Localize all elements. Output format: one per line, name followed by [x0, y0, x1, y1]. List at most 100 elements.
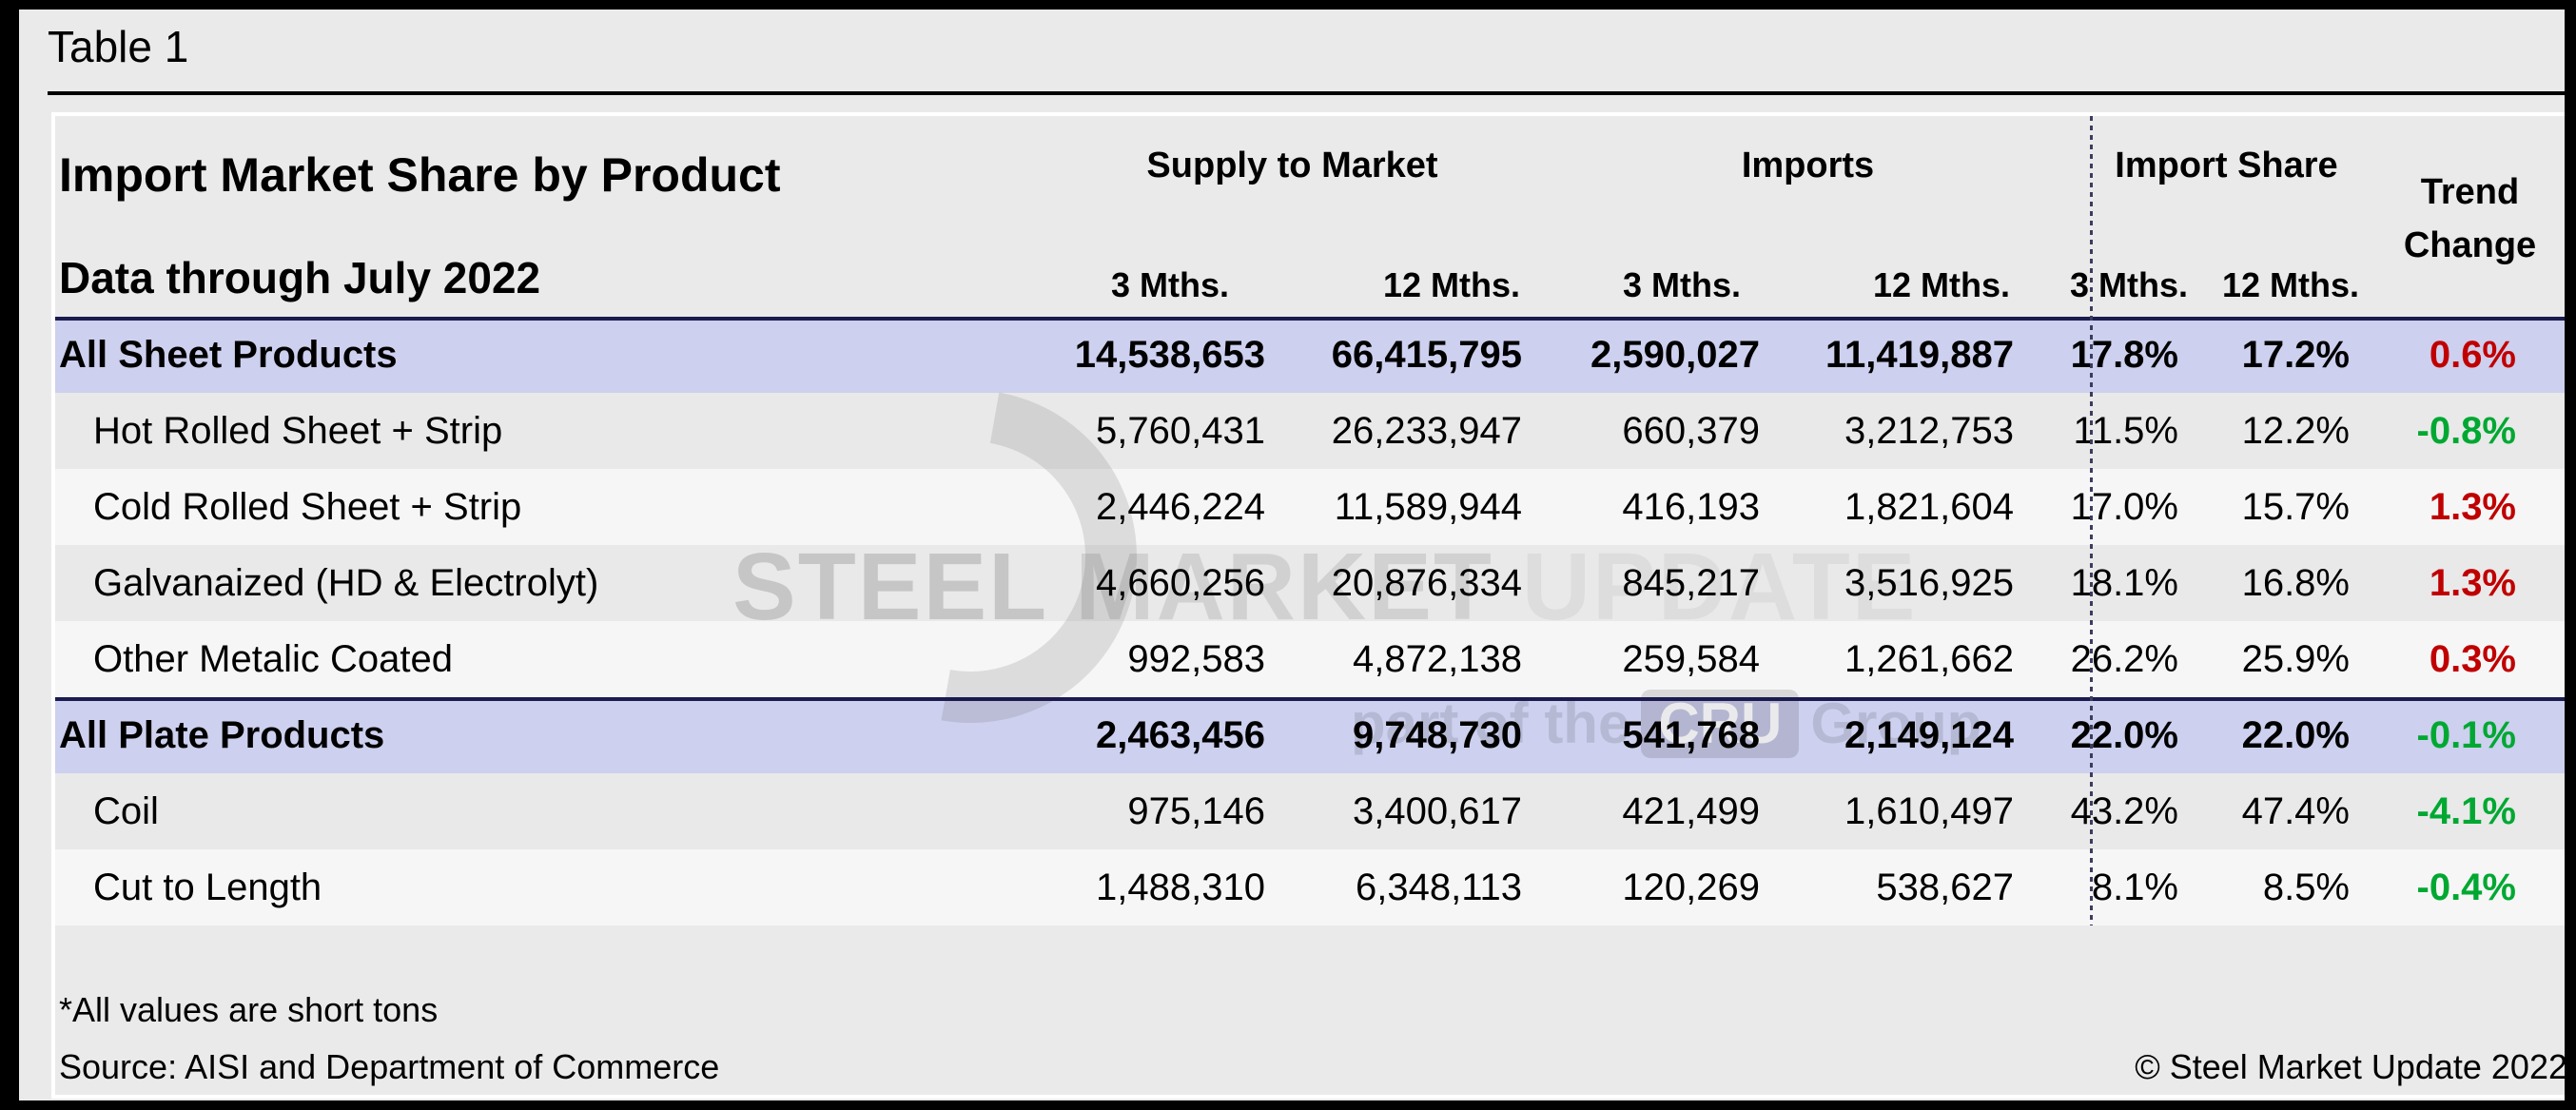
share-12mths-value: 25.9%	[2241, 638, 2350, 680]
supply-12mths-value: 9,748,730	[1353, 714, 1522, 756]
share-12mths-cell: 15.7%	[2194, 469, 2365, 545]
copyright-note: © Steel Market Update 2022	[2135, 1047, 2567, 1086]
imports-12mths-cell: 3,516,925	[1800, 545, 2054, 621]
imports-12mths-cell: 3,212,753	[1800, 393, 2054, 469]
trend-change-value: 1.3%	[2429, 486, 2516, 528]
imports-12mths-value: 538,627	[1876, 867, 2014, 908]
supply-12mths-cell: 11,589,944	[1305, 469, 1562, 545]
share-12mths-value: 15.7%	[2241, 486, 2350, 528]
supply-3mths-cell: 5,760,431	[970, 393, 1305, 469]
column-group-supply: Supply to Market	[1146, 146, 1438, 185]
source-note: Source: AISI and Department of Commerce	[59, 1047, 720, 1086]
table-title: Import Market Share by Product	[59, 147, 781, 202]
supply-3mths-value: 992,583	[1127, 638, 1265, 680]
trend-change-cell: -4.1%	[2365, 773, 2565, 849]
imports-3mths-cell: 120,269	[1562, 849, 1800, 925]
row-label-cell: Hot Rolled Sheet + Strip	[55, 393, 970, 469]
share-12mths-value: 17.2%	[2241, 334, 2350, 376]
imports-12mths-value: 11,419,887	[1825, 334, 2014, 376]
share-12mths-value: 8.5%	[2262, 867, 2350, 908]
supply-12mths-value: 6,348,113	[1356, 867, 1522, 908]
supply-3mths-value: 1,488,310	[1096, 867, 1265, 908]
supply-12mths-value: 4,872,138	[1353, 638, 1522, 680]
import-share-table: STEEL MARKET UPDATE part of theCRUGroup …	[51, 112, 2567, 1099]
share-12mths-value: 47.4%	[2241, 790, 2350, 832]
column-group-imports: Imports	[1741, 146, 1875, 185]
share-3mths-value: 26.2%	[2070, 638, 2178, 680]
subheader-imports-3mths: 3 Mths.	[1622, 265, 1741, 304]
supply-3mths-value: 5,760,431	[1096, 410, 1265, 452]
section-rule-plate	[55, 697, 2565, 701]
share-3mths-cell: 11.5%	[2054, 393, 2194, 469]
share-12mths-value: 12.2%	[2241, 410, 2350, 452]
supply-12mths-cell: 20,876,334	[1305, 545, 1562, 621]
trend-change-cell: 0.6%	[2365, 317, 2565, 393]
title-rule	[48, 91, 2565, 95]
share-3mths-cell: 22.0%	[2054, 697, 2194, 773]
row-label-cell: Other Metalic Coated	[55, 621, 970, 697]
imports-12mths-cell: 1,261,662	[1800, 621, 2054, 697]
trend-change-cell: -0.1%	[2365, 697, 2565, 773]
supply-3mths-value: 2,446,224	[1096, 486, 1265, 528]
trend-change-cell: 0.3%	[2365, 621, 2565, 697]
footnote: *All values are short tons	[59, 990, 439, 1029]
imports-3mths-cell: 416,193	[1562, 469, 1800, 545]
trend-change-value: 0.6%	[2429, 334, 2516, 376]
share-3mths-value: 8.1%	[2091, 867, 2178, 908]
imports-3mths-value: 845,217	[1622, 562, 1760, 604]
supply-3mths-value: 975,146	[1127, 790, 1265, 832]
supply-3mths-cell: 975,146	[970, 773, 1305, 849]
imports-12mths-cell: 11,419,887	[1800, 317, 2054, 393]
supply-3mths-value: 2,463,456	[1096, 714, 1265, 756]
subheader-supply-12mths: 12 Mths.	[1382, 265, 1520, 304]
imports-12mths-value: 3,516,925	[1844, 562, 2014, 604]
supply-12mths-value: 11,589,944	[1334, 486, 1522, 528]
imports-3mths-cell: 2,590,027	[1562, 317, 1800, 393]
row-label: Cut to Length	[93, 867, 322, 908]
supply-3mths-cell: 1,488,310	[970, 849, 1305, 925]
imports-3mths-cell: 660,379	[1562, 393, 1800, 469]
imports-3mths-value: 416,193	[1622, 486, 1760, 528]
imports-3mths-value: 541,768	[1622, 714, 1760, 756]
share-3mths-value: 18.1%	[2070, 562, 2178, 604]
supply-12mths-cell: 3,400,617	[1305, 773, 1562, 849]
trend-change-cell: -0.4%	[2365, 849, 2565, 925]
share-12mths-cell: 22.0%	[2194, 697, 2365, 773]
imports-3mths-cell: 541,768	[1562, 697, 1800, 773]
imports-12mths-value: 1,261,662	[1844, 638, 2014, 680]
section-rule-sheet	[55, 317, 2565, 321]
row-label: Cold Rolled Sheet + Strip	[93, 486, 522, 528]
trend-change-cell: 1.3%	[2365, 545, 2565, 621]
share-12mths-cell: 8.5%	[2194, 849, 2365, 925]
row-label: All Plate Products	[59, 714, 385, 756]
supply-3mths-cell: 2,463,456	[970, 697, 1305, 773]
share-3mths-cell: 17.0%	[2054, 469, 2194, 545]
column-group-import-share: Import Share	[2115, 146, 2338, 185]
trend-change-cell: -0.8%	[2365, 393, 2565, 469]
supply-12mths-cell: 6,348,113	[1305, 849, 1562, 925]
share-12mths-cell: 16.8%	[2194, 545, 2365, 621]
supply-12mths-cell: 4,872,138	[1305, 621, 1562, 697]
imports-12mths-cell: 1,610,497	[1800, 773, 2054, 849]
supply-12mths-value: 26,233,947	[1331, 410, 1522, 452]
share-12mths-cell: 12.2%	[2194, 393, 2365, 469]
subheader-supply-3mths: 3 Mths.	[1110, 265, 1229, 304]
row-label-cell: All Sheet Products	[55, 317, 970, 393]
imports-12mths-value: 1,821,604	[1844, 486, 2014, 528]
supply-3mths-cell: 992,583	[970, 621, 1305, 697]
imports-3mths-value: 120,269	[1622, 867, 1760, 908]
imports-3mths-value: 421,499	[1622, 790, 1760, 832]
table-subtitle: Data through July 2022	[59, 253, 541, 302]
row-label-cell: All Plate Products	[55, 697, 970, 773]
imports-12mths-cell: 1,821,604	[1800, 469, 2054, 545]
row-label: Coil	[93, 790, 159, 832]
row-label-cell: Coil	[55, 773, 970, 849]
row-label-cell: Galvanaized (HD & Electrolyt)	[55, 545, 970, 621]
share-3mths-cell: 43.2%	[2054, 773, 2194, 849]
subheader-imports-12mths: 12 Mths.	[1872, 265, 2010, 304]
share-12mths-cell: 47.4%	[2194, 773, 2365, 849]
imports-3mths-value: 259,584	[1622, 638, 1760, 680]
supply-12mths-value: 66,415,795	[1331, 334, 1522, 376]
supply-12mths-cell: 26,233,947	[1305, 393, 1562, 469]
imports-12mths-value: 1,610,497	[1844, 790, 2014, 832]
